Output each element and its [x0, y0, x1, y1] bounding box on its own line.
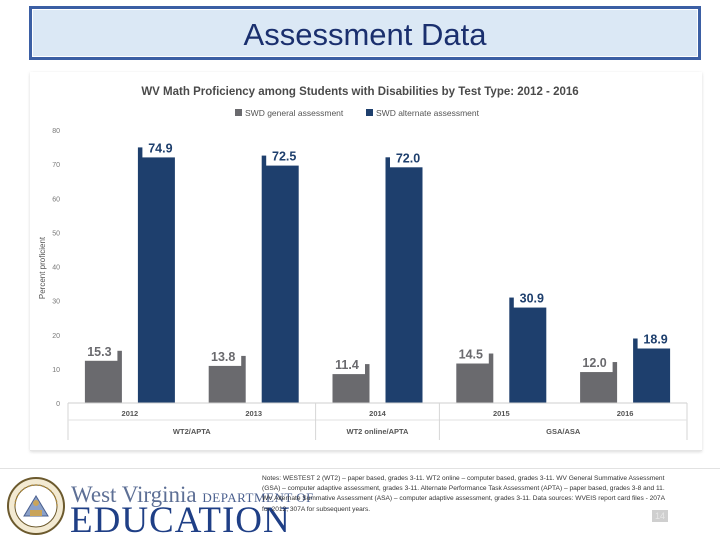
legend-swatch-alternate — [366, 109, 373, 116]
data-label: 15.3 — [87, 345, 111, 359]
footer — [0, 468, 720, 541]
x-tick-label: 2012 — [122, 409, 139, 418]
data-label-box — [266, 147, 303, 166]
legend-swatch-general — [235, 109, 242, 116]
y-tick-label: 30 — [52, 299, 60, 306]
x-tick-label: 2013 — [245, 409, 262, 418]
bar-alternate-2013 — [261, 155, 299, 403]
wv-seal-logo — [7, 477, 65, 535]
x-tick-label: 2015 — [493, 409, 510, 418]
x-tick-label: 2014 — [369, 409, 387, 418]
data-label: 30.9 — [520, 292, 544, 306]
y-tick-label: 50 — [52, 230, 60, 237]
data-label: 74.9 — [148, 141, 172, 155]
chart-title: WV Math Proficiency among Students with … — [141, 86, 578, 98]
data-label-box — [513, 289, 550, 308]
title-banner: Assessment Data — [29, 6, 701, 60]
data-label: 13.8 — [211, 350, 235, 364]
slide-title: Assessment Data — [243, 17, 487, 52]
y-tick-label: 20 — [52, 333, 60, 340]
page-number: 14 — [652, 510, 669, 522]
data-label: 12.0 — [582, 356, 606, 370]
legend-label-alternate: SWD alternate assessment — [376, 108, 480, 118]
bar-chart: WV Math Proficiency among Students with … — [38, 86, 688, 440]
data-label-box — [142, 139, 179, 158]
data-label: 18.9 — [643, 333, 667, 347]
y-tick-label: 70 — [52, 162, 60, 169]
y-tick-label: 0 — [56, 401, 60, 408]
bar-alternate-2014 — [385, 157, 423, 403]
chart-panel: WV Math Proficiency among Students with … — [30, 72, 702, 451]
data-label-box — [329, 356, 365, 375]
y-axis-label: Percent proficient — [38, 236, 47, 299]
group-label: WT2/APTA — [173, 427, 211, 436]
data-label-box — [576, 354, 613, 373]
org-name-line1: West Virginia DEPARTMENT OF — [71, 482, 314, 508]
data-label-box — [205, 347, 242, 366]
data-label: 14.5 — [459, 348, 483, 362]
data-label-box — [81, 342, 118, 361]
bar-alternate-2015 — [509, 297, 547, 403]
x-tick-label: 2016 — [617, 409, 634, 418]
group-label: WT2 online/APTA — [347, 427, 410, 436]
data-label-box — [390, 149, 426, 168]
bar-alternate-2012 — [137, 147, 175, 403]
y-tick-label: 40 — [52, 265, 60, 272]
org-state: West Virginia — [71, 482, 197, 507]
y-tick-label: 60 — [52, 196, 60, 203]
data-label: 72.0 — [396, 151, 420, 165]
chart-notes: Notes: WESTEST 2 (WT2) – paper based, gr… — [262, 475, 665, 513]
data-label-box — [452, 345, 489, 364]
group-label: GSA/ASA — [546, 427, 581, 436]
data-label: 72.5 — [272, 150, 296, 164]
org-dept: DEPARTMENT OF — [202, 490, 314, 505]
y-tick-label: 80 — [52, 128, 60, 135]
data-label-box — [637, 330, 674, 349]
legend-label-general: SWD general assessment — [245, 108, 344, 118]
org-name-line2: EDUCATION — [70, 500, 291, 541]
bars: 15.3 74.9 13.8 72.5 11.4 72.0 14.5 30.9 12.0 18.9 — [81, 139, 674, 403]
y-tick-label: 10 — [52, 367, 60, 374]
data-label: 11.4 — [335, 358, 359, 372]
bar-alternate-2016 — [633, 338, 671, 403]
y-axis-ticks: 0 10 20 30 40 50 60 70 80 — [52, 128, 60, 408]
x-axis: 2012 2013 2014 2015 2016 WT2/APTA WT2 online/A… — [67, 402, 688, 440]
